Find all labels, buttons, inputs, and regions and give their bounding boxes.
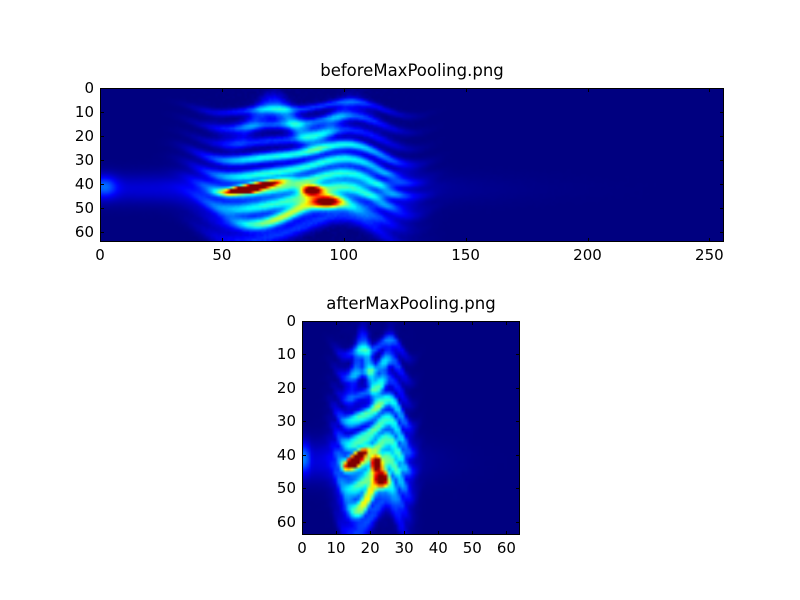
heatmap-canvas-after bbox=[303, 322, 519, 534]
y-tick-mark bbox=[516, 387, 520, 389]
y-tick-mark bbox=[516, 421, 520, 423]
y-tick-mark bbox=[100, 232, 104, 234]
x-tick-mark bbox=[336, 531, 338, 535]
x-tick-label: 60 bbox=[496, 539, 516, 557]
y-tick-mark bbox=[100, 88, 104, 89]
x-tick-label: 20 bbox=[360, 539, 380, 557]
y-tick-label: 10 bbox=[276, 345, 296, 364]
heatmap-canvas-before bbox=[101, 89, 723, 241]
x-tick-mark bbox=[438, 321, 440, 325]
x-tick-label: 10 bbox=[326, 539, 346, 557]
y-tick-mark bbox=[100, 160, 104, 162]
y-tick-mark bbox=[720, 136, 724, 138]
x-tick-label: 50 bbox=[462, 539, 482, 557]
y-tick-label: 0 bbox=[286, 312, 296, 330]
x-tick-mark bbox=[343, 88, 345, 92]
y-tick-label: 10 bbox=[74, 103, 94, 122]
y-tick-mark bbox=[720, 160, 724, 162]
x-tick-mark bbox=[709, 88, 711, 92]
chart-title-before: beforeMaxPooling.png bbox=[320, 61, 504, 80]
x-tick-mark bbox=[472, 531, 474, 535]
y-tick-mark bbox=[100, 136, 104, 138]
y-tick-label: 50 bbox=[276, 479, 296, 498]
y-tick-mark bbox=[302, 454, 306, 456]
x-tick-mark bbox=[370, 531, 372, 535]
x-tick-mark bbox=[465, 238, 467, 242]
y-tick-mark bbox=[100, 184, 104, 186]
y-tick-mark bbox=[516, 521, 520, 523]
x-tick-mark bbox=[587, 238, 589, 242]
axes-before-max-pooling: beforeMaxPooling.png 0 50 100 150 200 250 0 10 2… bbox=[75, 62, 724, 263]
x-tick-label: 0 bbox=[95, 246, 105, 264]
y-tick-mark bbox=[302, 354, 306, 356]
x-tick-label: 200 bbox=[573, 246, 602, 264]
x-tick-mark bbox=[506, 531, 508, 535]
x-tick-label: 250 bbox=[695, 246, 724, 264]
x-tick-mark bbox=[404, 321, 406, 325]
x-tick-mark bbox=[336, 321, 338, 325]
x-tick-mark bbox=[370, 321, 372, 325]
heatmap-after-max-pooling bbox=[302, 321, 520, 535]
x-tick-mark bbox=[343, 238, 345, 242]
y-tick-mark bbox=[516, 488, 520, 490]
y-tick-label: 20 bbox=[276, 378, 296, 397]
chart-title-after: afterMaxPooling.png bbox=[326, 294, 496, 313]
x-tick-mark bbox=[302, 321, 303, 325]
x-tick-label: 100 bbox=[329, 246, 359, 264]
y-tick-mark bbox=[100, 112, 104, 114]
y-tick-mark bbox=[516, 354, 520, 356]
y-tick-label: 40 bbox=[276, 445, 296, 464]
y-tick-mark bbox=[302, 488, 306, 490]
y-tick-label: 30 bbox=[74, 151, 94, 170]
x-tick-label: 40 bbox=[428, 539, 448, 557]
y-tick-mark bbox=[720, 88, 724, 89]
x-tick-label: 0 bbox=[297, 539, 307, 557]
axes-after-max-pooling: afterMaxPooling.png 0 10 20 30 40 50 60 0 10 20 30… bbox=[277, 295, 520, 556]
x-tick-mark bbox=[100, 238, 101, 242]
x-tick-mark bbox=[438, 531, 440, 535]
y-tick-label: 20 bbox=[74, 127, 94, 146]
y-tick-mark bbox=[720, 184, 724, 186]
x-tick-mark bbox=[221, 238, 223, 242]
heatmap-before-max-pooling bbox=[100, 88, 724, 242]
y-tick-label: 30 bbox=[276, 412, 296, 431]
x-tick-mark bbox=[472, 321, 474, 325]
y-tick-label: 0 bbox=[84, 79, 94, 97]
y-tick-mark bbox=[302, 321, 306, 322]
y-tick-mark bbox=[516, 454, 520, 456]
x-tick-label: 50 bbox=[212, 246, 232, 264]
x-tick-mark bbox=[100, 88, 101, 92]
y-tick-mark bbox=[516, 321, 520, 322]
y-tick-mark bbox=[302, 421, 306, 423]
y-tick-mark bbox=[100, 208, 104, 210]
y-tick-mark bbox=[302, 387, 306, 389]
y-tick-label: 50 bbox=[74, 199, 94, 218]
x-tick-label: 150 bbox=[451, 246, 480, 264]
y-tick-mark bbox=[302, 521, 306, 523]
y-tick-mark bbox=[720, 232, 724, 234]
x-tick-mark bbox=[404, 531, 406, 535]
y-tick-label: 60 bbox=[74, 223, 94, 242]
y-tick-label: 60 bbox=[276, 512, 296, 531]
x-tick-mark bbox=[221, 88, 223, 92]
y-tick-mark bbox=[720, 112, 724, 114]
y-tick-label: 40 bbox=[74, 175, 94, 194]
y-tick-mark bbox=[720, 208, 724, 210]
x-tick-mark bbox=[587, 88, 589, 92]
x-tick-mark bbox=[506, 321, 508, 325]
x-tick-mark bbox=[465, 88, 467, 92]
x-tick-mark bbox=[709, 238, 711, 242]
x-tick-label: 30 bbox=[394, 539, 414, 557]
x-tick-mark bbox=[302, 531, 303, 535]
